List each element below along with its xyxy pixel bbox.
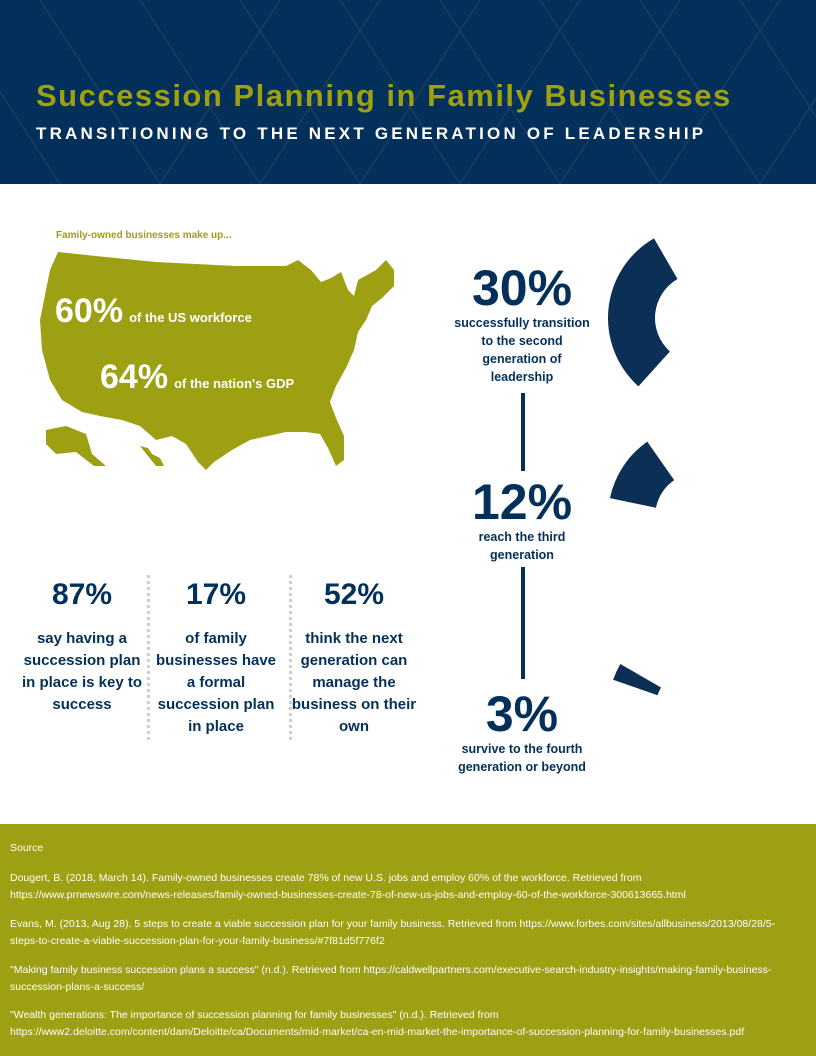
header-banner: Succession Planning in Family Businesses… [0, 0, 816, 184]
donut-slice-value [609, 441, 675, 508]
connector-line [521, 393, 525, 471]
donut-chart-fourth [613, 664, 662, 696]
page-subtitle: TRANSITIONING TO THE NEXT GENERATION OF … [36, 124, 707, 143]
sources-heading: Source [10, 842, 44, 854]
gen-text: successfully transition to the second ge… [454, 316, 590, 384]
source-item: "Making family business succession plans… [10, 964, 772, 993]
stat-value: 87% [51, 578, 113, 611]
stat-52: 52% think the next generation can manage … [289, 578, 419, 738]
gen-third: 12% reach the third generation [452, 476, 592, 564]
stat-value: 17% [185, 578, 247, 611]
stat-17: 17% of family businesses have a formal su… [151, 578, 281, 738]
gen-text: survive to the fourth generation or beyo… [458, 742, 586, 774]
stat-text: of the nation's GDP [174, 376, 295, 391]
map-stat-workforce: 60% of the US workforce [55, 292, 252, 331]
donut-slice-value [613, 664, 662, 696]
stat-87: 87% say having a succession plan in place… [17, 578, 147, 716]
map-label: Family-owned businesses make up... [56, 230, 232, 241]
source-item: "Wealth generations: The importance of s… [10, 1009, 745, 1038]
stat-text: think the next generation can manage the… [291, 630, 417, 735]
donut-chart-second [608, 238, 678, 387]
page-title: Succession Planning in Family Businesses [36, 78, 732, 113]
stat-text: of the US workforce [129, 310, 252, 325]
stat-text: say having a succession plan in place is… [21, 630, 143, 713]
connector-line [521, 567, 525, 679]
stat-text: of family businesses have a formal succe… [155, 630, 277, 735]
gen-text: reach the third generation [478, 530, 566, 562]
background-pattern [0, 0, 816, 184]
gen-value: 30% [471, 260, 573, 316]
donut-chart-third [609, 441, 675, 508]
divider [289, 575, 292, 740]
us-map-icon [40, 252, 394, 470]
donut-slice-value [608, 238, 678, 387]
gen-value: 3% [485, 686, 559, 742]
divider [147, 575, 150, 740]
source-item: Dougert, B. (2018, March 14). Family-own… [10, 872, 686, 901]
gen-value: 12% [471, 474, 573, 530]
stat-value: 52% [323, 578, 385, 611]
gen-second: 30% successfully transition to the second… [452, 262, 592, 386]
gen-fourth: 3% survive to the fourth generation or be… [452, 688, 592, 776]
stat-value: 64% [100, 358, 169, 396]
source-item: Evans, M. (2013, Aug 28). 5 steps to cre… [10, 918, 776, 947]
sources-section: Source Dougert, B. (2018, March 14). Fam… [0, 824, 816, 1056]
stat-value: 60% [55, 292, 124, 330]
map-stat-gdp: 64% of the nation's GDP [100, 358, 294, 397]
